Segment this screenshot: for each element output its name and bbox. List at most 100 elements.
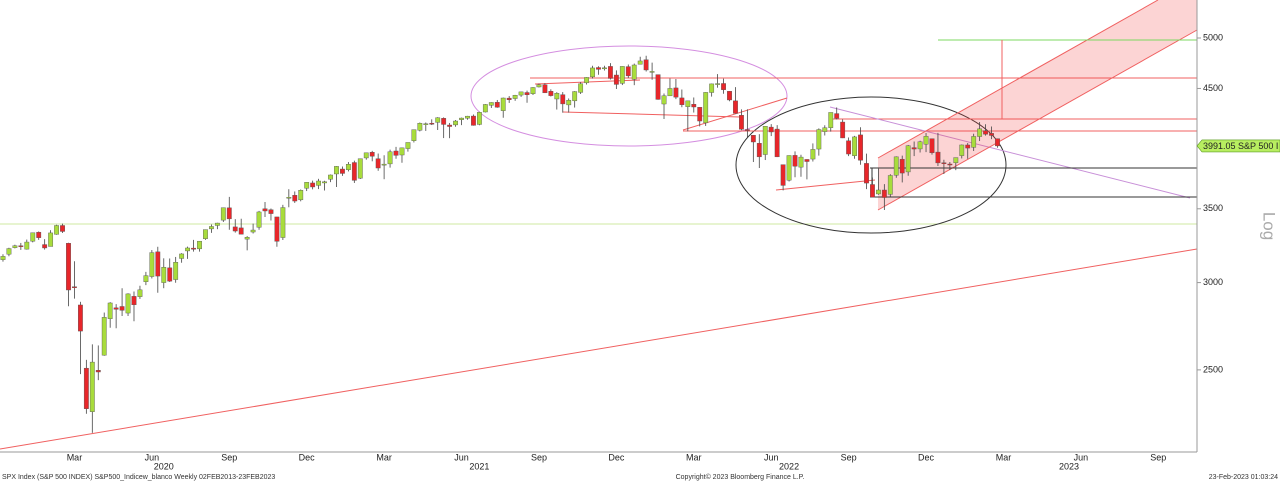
candle-body [834, 113, 840, 119]
year-label: 2022 [779, 461, 799, 471]
candle-body [363, 152, 369, 159]
candle-body [733, 100, 738, 114]
candle-body [727, 91, 732, 101]
candle-body [447, 124, 453, 127]
candle-body [506, 97, 512, 100]
candle-body [613, 74, 619, 85]
candle-body [792, 155, 798, 167]
candle-body [715, 83, 721, 85]
candle-body [965, 144, 971, 149]
year-label: 2021 [469, 461, 489, 471]
candle-body [393, 150, 399, 156]
candle-body [482, 104, 488, 113]
candle-body [774, 128, 780, 158]
candle-body [334, 166, 339, 175]
candle-body [560, 94, 566, 105]
candle-body [983, 130, 988, 135]
candle-body [691, 104, 697, 108]
candle-body [476, 112, 482, 125]
candle-body [703, 92, 709, 124]
x-tick-label: Jun [1074, 452, 1089, 462]
candle-body [608, 66, 613, 79]
candle-body [107, 302, 113, 319]
candle-body [191, 247, 196, 250]
candle-body [661, 95, 667, 105]
x-tick-label: Sep [531, 452, 547, 462]
candle-body [161, 266, 167, 283]
candle-body [852, 136, 857, 156]
candle-body [429, 122, 435, 125]
candle-body [905, 145, 911, 173]
candle-body [345, 164, 351, 170]
candle-body [310, 182, 316, 188]
candle-body [328, 174, 333, 180]
candle-body [899, 158, 905, 174]
candle-body [42, 244, 48, 249]
candle-body [947, 163, 953, 166]
candle-body [977, 128, 983, 137]
candle-body [322, 181, 327, 184]
candle-body [381, 163, 387, 166]
candle-body [66, 243, 71, 291]
candle-body [232, 226, 238, 232]
candle-body [953, 157, 959, 163]
candle-body [24, 241, 30, 250]
candle-body [30, 232, 36, 242]
pattern-ellipse [735, 96, 1007, 234]
candle-body [923, 136, 929, 145]
candle-body [0, 256, 6, 260]
down-trend [829, 106, 1191, 199]
candle-body [179, 253, 185, 259]
channel-upper [877, 0, 1159, 159]
candle-body [822, 127, 828, 132]
candle-body [226, 207, 232, 220]
x-tick-label: Mar [67, 452, 83, 462]
candle-body [238, 227, 244, 235]
footer-right: 23-Feb-2023 01:03:24 [1209, 474, 1278, 481]
candle-body [500, 97, 506, 111]
candle-body [369, 152, 375, 157]
pattern-line [562, 111, 741, 118]
candle-body [262, 208, 268, 212]
candle-body [316, 180, 322, 186]
candle-body [453, 120, 458, 126]
candle-body [602, 67, 607, 70]
candle-body [667, 88, 673, 97]
candle-body [137, 289, 143, 297]
candle-body [214, 222, 220, 226]
candle-body [750, 135, 756, 143]
candle-body [488, 102, 494, 106]
candle-body [828, 112, 834, 128]
candle-body [417, 122, 423, 131]
candle-body [173, 262, 179, 280]
candle-body [554, 93, 560, 100]
candle-body [220, 207, 226, 221]
candle-body [798, 156, 804, 168]
candle-body [60, 225, 65, 232]
candle-body [304, 182, 310, 189]
candle-body [673, 87, 679, 98]
candle-body [113, 307, 119, 310]
y-tick-label: 3500 [1203, 203, 1223, 213]
y-tick-label: 5000 [1203, 32, 1223, 42]
candle-body [768, 126, 774, 133]
candle-body [655, 74, 661, 100]
candle-body [786, 155, 792, 181]
candle-body [744, 129, 750, 131]
candle-body [351, 162, 357, 181]
candle-body [697, 107, 703, 122]
x-tick-label: Dec [299, 452, 316, 462]
candle-body [149, 252, 155, 277]
candle-body [875, 189, 881, 195]
candle-body [197, 240, 202, 250]
candle-body [435, 117, 441, 123]
candle-body [357, 158, 363, 179]
candle-body [512, 94, 518, 99]
candle-body [72, 286, 77, 288]
last-price-label: 3991.05 S&P 500 I [1203, 141, 1278, 151]
candle-body [858, 134, 863, 161]
candle-body [54, 225, 59, 235]
candle-body [911, 147, 917, 150]
candle-body [536, 84, 542, 88]
